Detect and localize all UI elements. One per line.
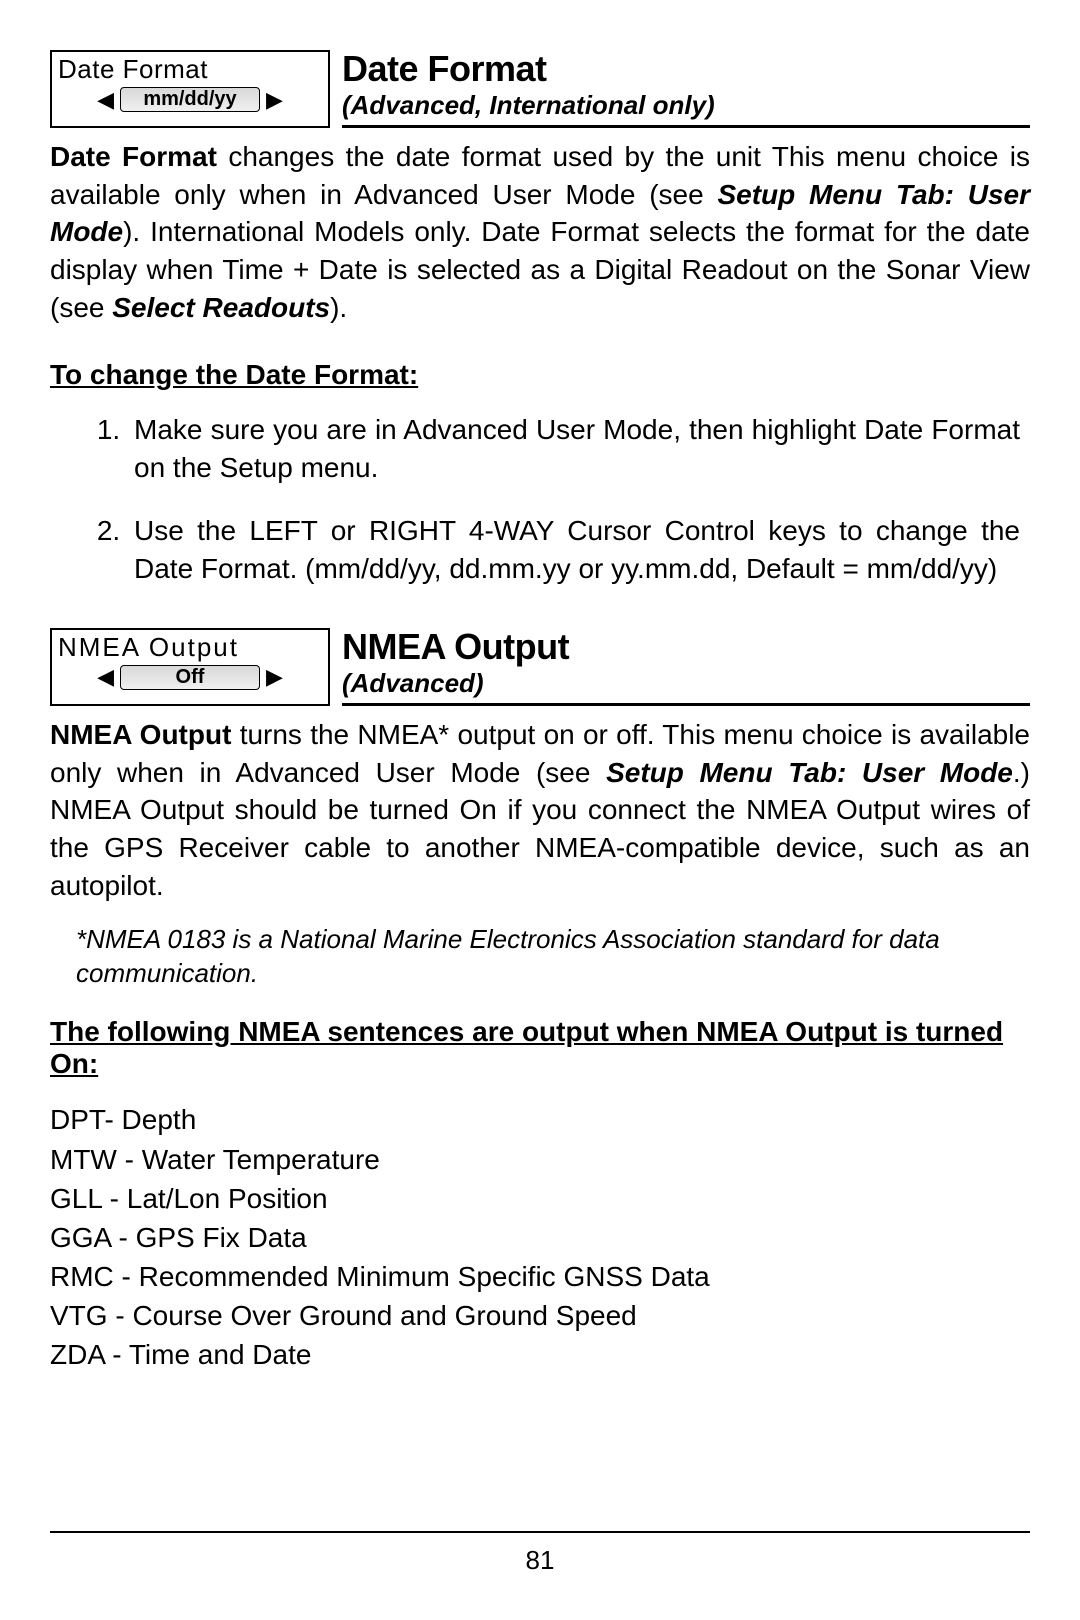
- body-paragraph: Date Format changes the date format used…: [50, 138, 1030, 327]
- steps-list: Make sure you are in Advanced User Mode,…: [128, 411, 1020, 588]
- list-item: DPT- Depth: [50, 1100, 1030, 1139]
- list-item: VTG - Course Over Ground and Ground Spee…: [50, 1296, 1030, 1335]
- subhead: The following NMEA sentences are output …: [50, 1016, 1030, 1080]
- menu-box-date-format: Date Format ◀ mm/dd/yy ▶: [50, 50, 330, 128]
- menu-box-label: NMEA Output: [58, 632, 322, 663]
- footnote: *NMEA 0183 is a National Marine Electron…: [76, 923, 1030, 991]
- title-block: NMEA Output (Advanced): [342, 628, 1030, 706]
- left-arrow-icon[interactable]: ◀: [97, 666, 114, 688]
- body-paragraph: NMEA Output turns the NMEA* output on or…: [50, 716, 1030, 905]
- list-item: GLL - Lat/Lon Position: [50, 1179, 1030, 1218]
- left-arrow-icon[interactable]: ◀: [97, 89, 114, 111]
- step-item: Use the LEFT or RIGHT 4-WAY Cursor Contr…: [128, 512, 1020, 588]
- menu-value: Off: [120, 665, 260, 690]
- page-footer: 81: [50, 1531, 1030, 1576]
- right-arrow-icon[interactable]: ▶: [266, 666, 283, 688]
- list-item: GGA - GPS Fix Data: [50, 1218, 1030, 1257]
- menu-box-row: ◀ Off ▶: [58, 665, 322, 690]
- right-arrow-icon[interactable]: ▶: [266, 89, 283, 111]
- menu-box-row: ◀ mm/dd/yy ▶: [58, 87, 322, 112]
- list-item: MTW - Water Temperature: [50, 1140, 1030, 1179]
- page-number: 81: [526, 1545, 555, 1575]
- title-block: Date Format (Advanced, International onl…: [342, 50, 1030, 128]
- nmea-sentence-list: DPT- Depth MTW - Water Temperature GLL -…: [50, 1100, 1030, 1374]
- step-item: Make sure you are in Advanced User Mode,…: [128, 411, 1020, 487]
- section-title: NMEA Output: [342, 628, 1030, 666]
- list-item: ZDA - Time and Date: [50, 1335, 1030, 1374]
- subhead: To change the Date Format:: [50, 359, 1030, 391]
- menu-box-nmea: NMEA Output ◀ Off ▶: [50, 628, 330, 706]
- section-subtitle: (Advanced): [342, 668, 1030, 699]
- section-header-nmea: NMEA Output ◀ Off ▶ NMEA Output (Advance…: [50, 628, 1030, 706]
- section-subtitle: (Advanced, International only): [342, 90, 1030, 121]
- menu-value: mm/dd/yy: [120, 87, 260, 112]
- section-header-date-format: Date Format ◀ mm/dd/yy ▶ Date Format (Ad…: [50, 50, 1030, 128]
- section-title: Date Format: [342, 50, 1030, 88]
- menu-box-label: Date Format: [58, 54, 322, 85]
- list-item: RMC - Recommended Minimum Specific GNSS …: [50, 1257, 1030, 1296]
